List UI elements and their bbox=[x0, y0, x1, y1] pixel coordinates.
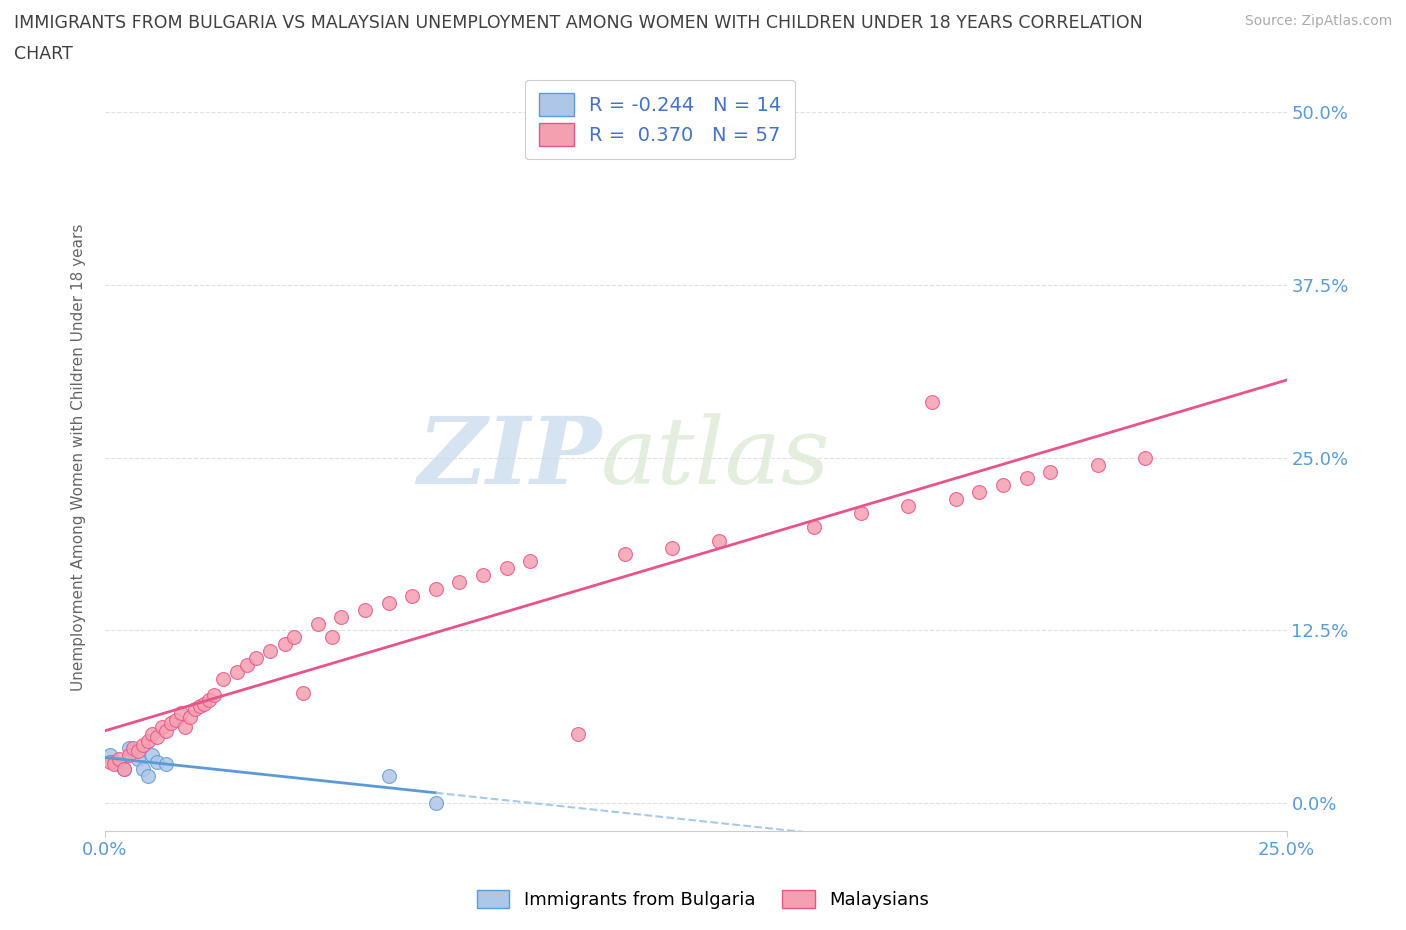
Point bbox=[226, 664, 249, 679]
Point bbox=[103, 754, 125, 769]
Point bbox=[449, 575, 471, 590]
Point bbox=[174, 720, 197, 735]
Point bbox=[136, 734, 159, 749]
Text: Source: ZipAtlas.com: Source: ZipAtlas.com bbox=[1244, 14, 1392, 28]
Point bbox=[1015, 471, 1038, 485]
Point bbox=[245, 651, 267, 666]
Point bbox=[202, 688, 225, 703]
Legend: Immigrants from Bulgaria, Malaysians: Immigrants from Bulgaria, Malaysians bbox=[470, 883, 936, 916]
Point bbox=[165, 712, 187, 727]
Point bbox=[803, 519, 825, 534]
Point bbox=[112, 761, 135, 776]
Point bbox=[132, 761, 155, 776]
Point bbox=[425, 581, 447, 596]
Point bbox=[661, 540, 683, 555]
Point bbox=[103, 757, 125, 772]
Point bbox=[1133, 450, 1156, 465]
Point bbox=[146, 729, 169, 744]
Point bbox=[236, 658, 259, 672]
Text: ZIP: ZIP bbox=[418, 413, 602, 503]
Point bbox=[141, 748, 163, 763]
Text: CHART: CHART bbox=[14, 45, 73, 62]
Point bbox=[122, 740, 145, 755]
Point bbox=[117, 740, 139, 755]
Text: IMMIGRANTS FROM BULGARIA VS MALAYSIAN UNEMPLOYMENT AMONG WOMEN WITH CHILDREN UND: IMMIGRANTS FROM BULGARIA VS MALAYSIAN UN… bbox=[14, 14, 1143, 32]
Point bbox=[354, 603, 377, 618]
Point bbox=[709, 533, 731, 548]
Point bbox=[519, 554, 541, 569]
Point bbox=[155, 757, 177, 772]
Point bbox=[425, 796, 447, 811]
Point bbox=[283, 630, 305, 644]
Point bbox=[127, 751, 149, 766]
Point bbox=[108, 757, 131, 772]
Text: atlas: atlas bbox=[602, 413, 831, 503]
Point bbox=[136, 768, 159, 783]
Point bbox=[127, 743, 149, 758]
Point bbox=[307, 616, 329, 631]
Point bbox=[851, 506, 873, 521]
Point bbox=[179, 710, 201, 724]
Point bbox=[377, 768, 399, 783]
Point bbox=[377, 595, 399, 610]
Point bbox=[188, 699, 211, 714]
Point bbox=[567, 726, 589, 741]
Point bbox=[122, 743, 145, 758]
Point bbox=[969, 485, 991, 499]
Point bbox=[184, 702, 207, 717]
Point bbox=[150, 720, 173, 735]
Point bbox=[1039, 464, 1062, 479]
Point bbox=[98, 754, 121, 769]
Point bbox=[108, 751, 131, 766]
Y-axis label: Unemployment Among Women with Children Under 18 years: Unemployment Among Women with Children U… bbox=[72, 224, 86, 691]
Point bbox=[155, 724, 177, 738]
Point bbox=[146, 754, 169, 769]
Point bbox=[292, 685, 315, 700]
Point bbox=[132, 737, 155, 752]
Point bbox=[613, 547, 636, 562]
Point bbox=[495, 561, 517, 576]
Point bbox=[141, 726, 163, 741]
Point bbox=[1087, 458, 1109, 472]
Point bbox=[98, 748, 121, 763]
Point bbox=[117, 748, 139, 763]
Point bbox=[160, 715, 183, 730]
Point bbox=[259, 644, 281, 658]
Point bbox=[273, 637, 295, 652]
Legend: R = -0.244   N = 14, R =  0.370   N = 57: R = -0.244 N = 14, R = 0.370 N = 57 bbox=[526, 79, 796, 159]
Point bbox=[112, 761, 135, 776]
Point bbox=[321, 630, 343, 644]
Point bbox=[921, 395, 943, 410]
Point bbox=[991, 478, 1014, 493]
Point bbox=[193, 697, 215, 711]
Point bbox=[472, 567, 495, 582]
Point bbox=[169, 706, 191, 721]
Point bbox=[945, 492, 967, 507]
Point bbox=[198, 692, 221, 707]
Point bbox=[212, 671, 235, 686]
Point bbox=[897, 498, 920, 513]
Point bbox=[401, 589, 423, 604]
Point bbox=[330, 609, 353, 624]
